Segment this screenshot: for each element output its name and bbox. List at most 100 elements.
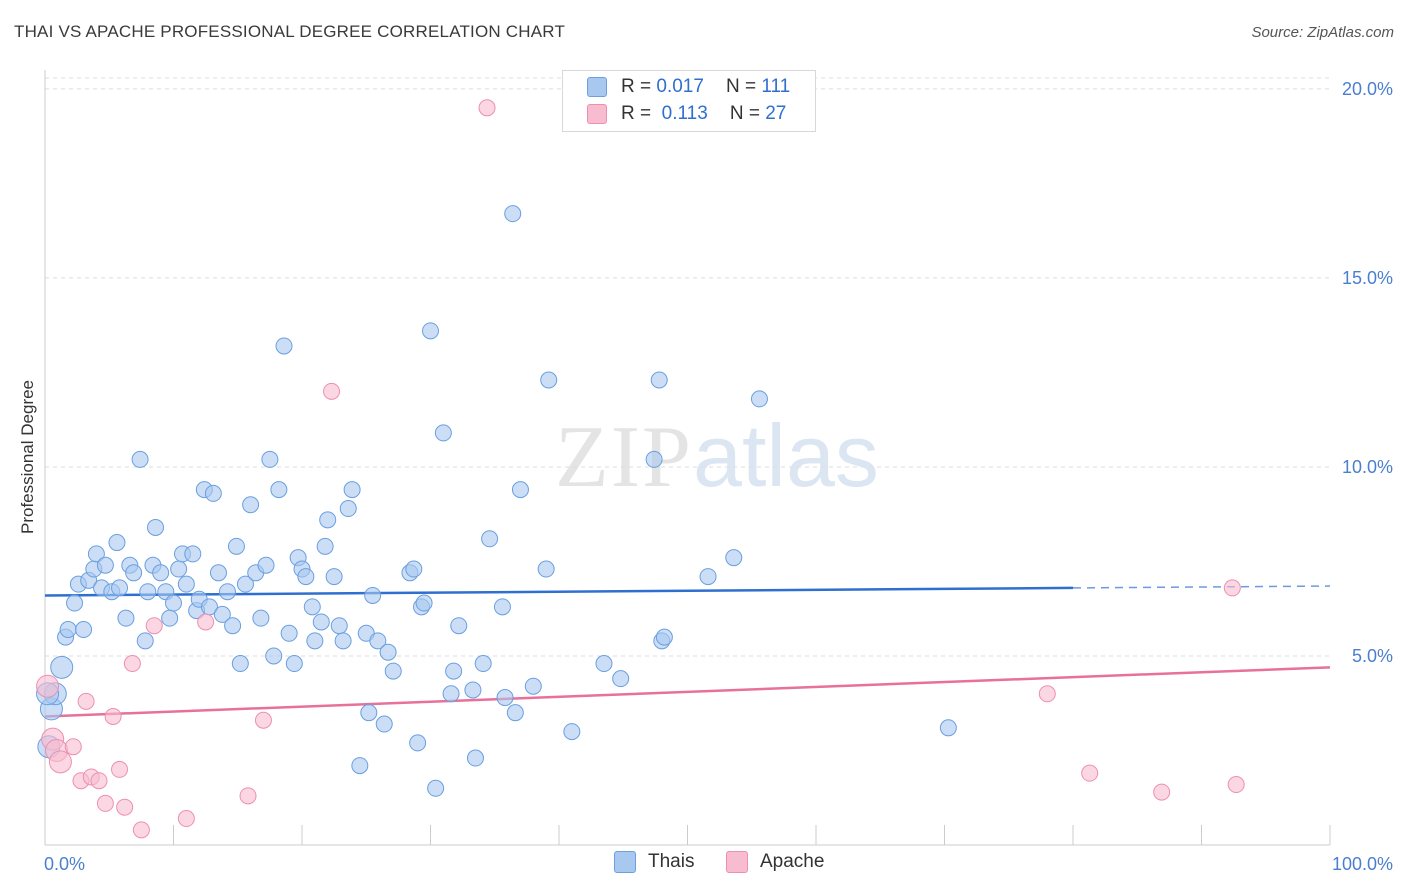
point-apache [1153,783,1171,801]
point-thais [297,568,315,586]
point-thais [312,613,330,631]
legend-row-apache: R = 0.113 N = 27 [587,102,786,126]
axes [44,70,1331,846]
point-thais [125,564,143,582]
point-thais [524,677,542,695]
point-thais [511,481,529,499]
point-thais [257,556,275,574]
point-thais [152,564,170,582]
point-apache [177,810,195,828]
point-thais [650,371,668,389]
point-thais [117,609,135,627]
point-thais [280,624,298,642]
point-apache [64,738,82,756]
bottom-legend-label-thais: Thais [648,851,695,872]
point-thais [466,749,484,767]
point-apache [1081,764,1099,782]
point-thais [87,545,105,563]
legend-r-label: R = [621,103,652,124]
point-thais [136,632,154,650]
point-thais [369,632,387,650]
trend-line-thais-extension [1072,585,1331,589]
point-thais [96,556,114,574]
point-thais [595,655,613,673]
point-thais [481,530,499,548]
point-thais [379,643,397,661]
point-thais [325,568,343,586]
y-tick-label: 20.0% [1342,79,1393,99]
point-apache [197,613,215,631]
point-thais [450,617,468,635]
point-thais [415,594,433,612]
point-thais [108,534,126,552]
point-thais [655,628,673,646]
legend-swatch-thais [587,77,607,97]
bottom-legend: Thais Apache [0,851,1406,877]
legend-n-value: 111 [761,76,791,97]
point-thais [161,609,179,627]
point-thais [334,632,352,650]
point-thais [213,605,231,623]
point-thais [540,371,558,389]
point-thais [537,560,555,578]
point-thais [612,670,630,688]
watermark-zip: ZIP [555,409,693,506]
bottom-legend-swatch-apache [726,851,748,873]
point-thais [306,632,324,650]
source-label: Source: ZipAtlas.com [1251,24,1394,41]
point-apache [104,707,122,725]
chart-title: THAI VS APACHE PROFESSIONAL DEGREE CORRE… [14,22,566,41]
point-apache [90,772,108,790]
point-thais [364,586,382,604]
point-thais [227,537,245,555]
point-apache [111,760,129,778]
point-thais [504,205,522,223]
trend-line-apache [44,666,1331,718]
point-thais [252,609,270,627]
point-thais [496,689,514,707]
point-thais [427,779,445,797]
point-apache [239,787,257,805]
point-thais [75,621,93,639]
legend-n-label: N = [729,103,760,124]
legend: R = 0.017 N = 111 R = 0.113 N = 27 [562,70,816,132]
point-thais [265,647,283,665]
point-thais [725,549,743,567]
point-thais [111,579,129,597]
point-thais [275,337,293,355]
point-thais [464,681,482,699]
point-thais [360,704,378,722]
watermark: ZIPatlas [555,405,879,508]
point-thais [445,662,463,680]
point-thais [236,575,254,593]
point-apache [132,821,150,839]
point-apache [36,674,60,698]
bottom-legend-apache: Apache [726,851,824,873]
point-thais [165,594,182,612]
bottom-legend-label-apache: Apache [760,851,825,872]
point-thais [50,655,74,679]
legend-n-label: N = [725,76,757,97]
watermark-atlas: atlas [693,406,879,505]
legend-r-label: R = [621,76,652,97]
point-thais [131,450,149,468]
point-thais [184,545,202,563]
x-tick-label-min: 0.0% [44,854,85,874]
point-thais [442,685,460,703]
y-tick-label: 10.0% [1342,457,1393,477]
point-apache [1038,685,1056,703]
point-apache [123,655,141,673]
point-thais [493,598,511,616]
point-thais [218,583,236,601]
point-thais [645,450,663,468]
point-thais [224,617,242,635]
point-thais [147,518,165,536]
point-apache [116,798,134,816]
point-apache [1223,579,1241,597]
point-thais [750,390,768,408]
trend-line-thais [44,586,1074,597]
point-thais [330,617,348,635]
point-thais [170,560,188,578]
legend-r-value: 0.017 [656,76,704,97]
bottom-legend-thais: Thais [614,851,694,873]
